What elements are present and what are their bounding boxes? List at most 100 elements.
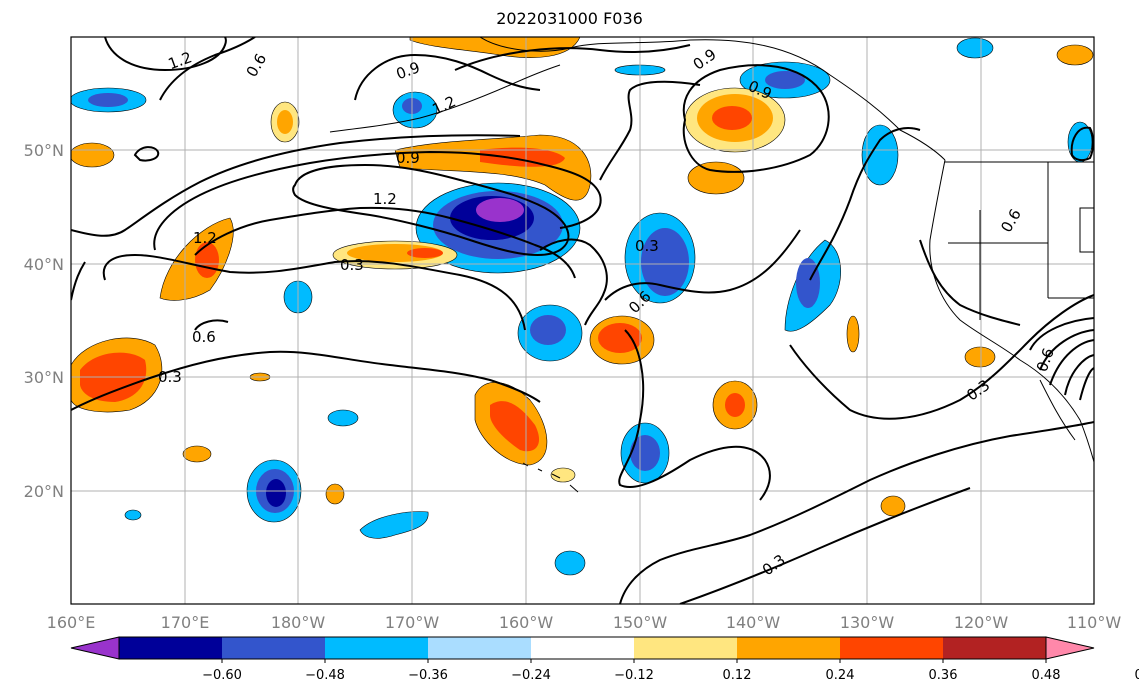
lat-label: 30°N bbox=[24, 368, 64, 387]
lon-label: 130°W bbox=[840, 613, 895, 632]
lon-label: 180°W bbox=[271, 613, 326, 632]
contour-line bbox=[292, 163, 570, 257]
positive-anomaly-blob bbox=[964, 346, 996, 368]
contour-line bbox=[679, 487, 971, 604]
lon-label: 110°W bbox=[1067, 613, 1122, 632]
positive-anomaly-blob bbox=[598, 323, 642, 353]
contour-line bbox=[539, 238, 608, 326]
contour-line bbox=[71, 134, 521, 237]
lon-label: 170°E bbox=[161, 613, 210, 632]
lon-label: 120°W bbox=[954, 613, 1009, 632]
colorbar-tick-label: −0.24 bbox=[511, 668, 551, 683]
colorbar-cell bbox=[840, 637, 944, 659]
negative-anomaly-blob bbox=[327, 409, 359, 427]
colorbar-cell bbox=[119, 637, 223, 659]
positive-anomaly-blob bbox=[687, 161, 745, 195]
lat-label: 20°N bbox=[24, 482, 64, 501]
colorbar: −0.60 −0.48 −0.36 −0.24 −0.12 0.12 0.24 0.36 0.4… bbox=[70, 636, 1139, 683]
longitude-labels: 160°E 170°E 180°W 170°W 160°W 150°W 140°… bbox=[47, 613, 1122, 632]
contour-line bbox=[1049, 339, 1094, 386]
colorbar-extend-high bbox=[1045, 636, 1095, 660]
negative-anomaly-blob bbox=[554, 550, 586, 576]
colorbar-extend-low bbox=[70, 636, 120, 660]
colorbar-cell bbox=[943, 637, 1047, 659]
contour-line bbox=[1079, 367, 1094, 401]
lon-label: 140°W bbox=[726, 613, 781, 632]
positive-anomaly-blob bbox=[71, 142, 115, 168]
contour-line bbox=[153, 150, 602, 251]
positive-anomaly-blob bbox=[407, 248, 443, 258]
colorbar-cell bbox=[634, 637, 738, 659]
negative-anomaly-blob bbox=[359, 511, 429, 539]
contour-line bbox=[104, 37, 227, 72]
negative-anomaly-blob bbox=[956, 37, 994, 59]
contour-line bbox=[1064, 354, 1094, 396]
map-title: 2022031000 F036 bbox=[496, 9, 643, 28]
contour-line bbox=[682, 64, 830, 173]
colorbar-tick-label: 0.60 bbox=[1135, 668, 1139, 683]
contour-line bbox=[599, 80, 701, 181]
contour-line bbox=[919, 239, 1021, 326]
contour-line bbox=[71, 350, 541, 411]
baja-california bbox=[1039, 379, 1076, 441]
contour-line bbox=[1039, 329, 1094, 371]
colorbar-tick-label: 0.48 bbox=[1032, 668, 1061, 683]
lat-label: 40°N bbox=[24, 255, 64, 274]
negative-anomaly-blob bbox=[266, 479, 286, 507]
contour-label: 1.2 bbox=[373, 190, 397, 208]
contour-line bbox=[159, 37, 256, 101]
colorbar-tick-label: −0.60 bbox=[202, 668, 242, 683]
contour-line bbox=[618, 329, 771, 501]
lat-label: 50°N bbox=[24, 141, 64, 160]
positive-anomaly-blob bbox=[846, 315, 860, 353]
map-background bbox=[71, 37, 1094, 604]
shaded-anomalies bbox=[71, 37, 1094, 576]
map-frame bbox=[70, 36, 1095, 605]
negative-anomaly-blob bbox=[476, 198, 524, 222]
contour-line bbox=[133, 146, 160, 162]
map-gridlines bbox=[71, 37, 1094, 604]
hawaii-islands bbox=[522, 462, 579, 493]
lon-label: 150°W bbox=[613, 613, 668, 632]
contour-label: 0.3 bbox=[158, 368, 182, 386]
positive-anomaly-blob bbox=[480, 147, 565, 167]
negative-anomaly-blob bbox=[530, 315, 566, 345]
contour-line bbox=[354, 53, 541, 101]
colorbar-cell bbox=[325, 637, 429, 659]
contour-line bbox=[194, 319, 229, 331]
north-america-coast bbox=[929, 159, 1094, 463]
colorbar-tick-label: 0.24 bbox=[826, 668, 855, 683]
contour-label: 0.9 bbox=[396, 149, 420, 167]
contour-line bbox=[619, 421, 1094, 604]
contour-line bbox=[71, 261, 86, 301]
colorbar-cell bbox=[222, 637, 326, 659]
contour-label: 0.6 bbox=[192, 328, 216, 346]
state-border bbox=[1079, 207, 1094, 253]
contour-label: 0.3 bbox=[340, 256, 364, 274]
lon-label: 160°W bbox=[499, 613, 554, 632]
positive-anomaly-blob bbox=[550, 467, 576, 483]
colorbar-cell bbox=[428, 637, 532, 659]
positive-anomaly-blob bbox=[490, 401, 540, 452]
contour-line bbox=[1029, 317, 1094, 351]
contour-label: 1.2 bbox=[193, 229, 217, 247]
colorbar-cell bbox=[531, 637, 635, 659]
positive-anomaly-blob bbox=[325, 483, 345, 505]
positive-anomaly-blob bbox=[725, 393, 745, 417]
colorbar-tick-label: 0.12 bbox=[723, 668, 752, 683]
contour-line bbox=[604, 229, 801, 301]
negative-anomaly-blob bbox=[796, 258, 820, 308]
positive-anomaly-blob bbox=[712, 106, 752, 130]
contour-lines bbox=[71, 37, 1094, 604]
lon-label: 160°E bbox=[47, 613, 96, 632]
positive-anomaly-blob bbox=[1056, 44, 1094, 66]
colorbar-tick-label: −0.36 bbox=[408, 668, 448, 683]
contour-line bbox=[1070, 126, 1094, 162]
lon-label: 170°W bbox=[385, 613, 440, 632]
negative-anomaly-blob bbox=[630, 435, 660, 471]
negative-anomaly-blob bbox=[861, 124, 899, 186]
negative-anomaly-blob bbox=[641, 228, 689, 296]
negative-anomaly-blob bbox=[765, 71, 805, 89]
latitude-labels: 50°N 40°N 30°N 20°N bbox=[24, 141, 64, 501]
